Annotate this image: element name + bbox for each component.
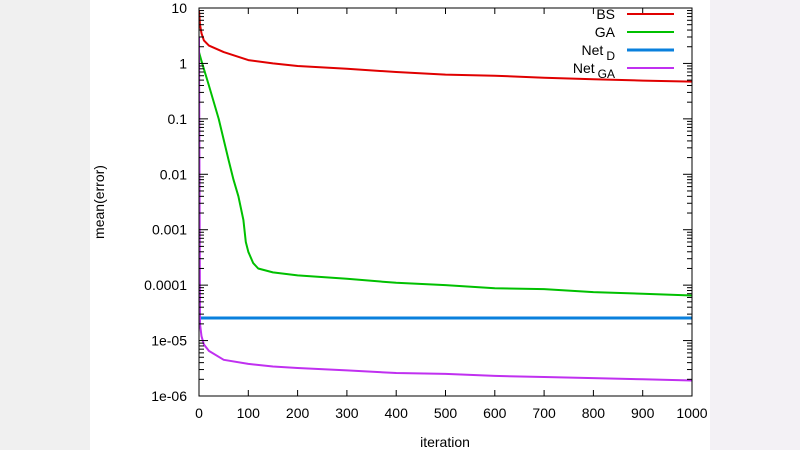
x-tick-label: 600: [483, 405, 507, 421]
series-layer: [199, 10, 692, 382]
right-background: [710, 0, 800, 450]
y-axis-label: mean(error): [91, 165, 107, 239]
x-tick-label: 500: [434, 405, 458, 421]
chart-panel: [90, 0, 710, 450]
plot-frame: [198, 7, 693, 397]
y-tick-label: 0.0001: [144, 277, 187, 293]
series-line-bs: [199, 10, 692, 83]
x-tick-label: 700: [532, 405, 556, 421]
x-tick-label: 0: [195, 405, 203, 421]
y-tick-label: 0.01: [160, 166, 187, 182]
y-tick-label: 1e-05: [151, 333, 187, 349]
y-tick-label: 10: [171, 0, 187, 16]
left-background: [0, 0, 90, 450]
series-line-ga: [199, 51, 692, 297]
x-tick-label: 1000: [676, 405, 707, 421]
y-axis: 1e-06 1e-05 0.0001 0.001 0.01 0.1 1 10: [144, 0, 692, 404]
x-tick-label: 100: [237, 405, 261, 421]
x-tick-label: 400: [385, 405, 409, 421]
x-axis-label: iteration: [420, 434, 470, 450]
legend-label-bs: BS: [596, 6, 615, 22]
x-tick-label: 800: [582, 405, 606, 421]
x-tick-label: 900: [631, 405, 655, 421]
x-axis: 0 100 200 300 400 500 600 700 800 900 1000: [195, 8, 708, 421]
x-tick-label: 300: [335, 405, 359, 421]
legend-label-ga: GA: [595, 24, 616, 40]
series-line-net-ga: [199, 36, 692, 382]
y-tick-label: 1: [179, 55, 187, 71]
y-tick-label: 0.1: [168, 111, 188, 127]
y-tick-label: 1e-06: [151, 388, 187, 404]
y-tick-label: 0.001: [152, 222, 187, 238]
x-tick-label: 200: [286, 405, 310, 421]
